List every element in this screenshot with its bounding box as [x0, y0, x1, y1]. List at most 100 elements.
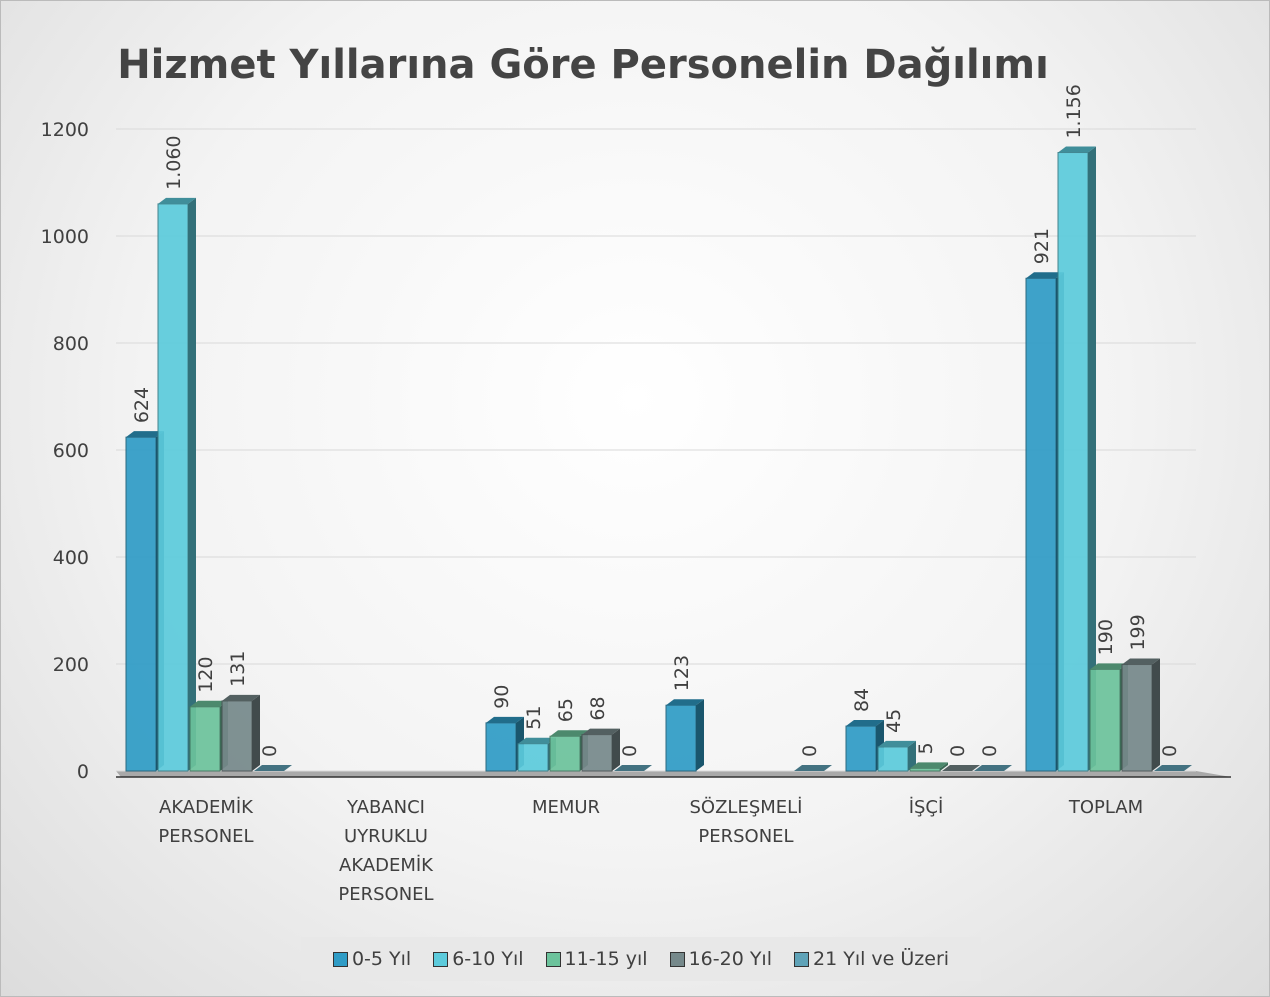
x-tick-label: SÖZLEŞMELİ PERSONEL [689, 797, 803, 847]
bar-top [222, 694, 260, 701]
legend-swatch [433, 951, 449, 967]
legend-label: 16-20 Yıl [688, 948, 772, 970]
bar [485, 722, 517, 772]
data-label: 45 [883, 709, 905, 733]
bar [581, 734, 613, 772]
bar-top [1122, 658, 1160, 665]
bar-top [1026, 272, 1064, 279]
bar-top [878, 740, 916, 747]
data-label: 921 [1031, 228, 1053, 264]
y-tick-label: 1200 [41, 119, 89, 141]
chart-title: Hizmet Yıllarına Göre Personelin Dağılım… [117, 42, 1049, 88]
data-label: 0 [799, 745, 821, 757]
legend-label: 6-10 Yıl [452, 948, 524, 970]
bar-top [614, 765, 652, 771]
y-tick-label: 1000 [41, 226, 89, 248]
data-label: 123 [671, 655, 693, 691]
data-label: 624 [131, 387, 153, 423]
bar-top [126, 431, 164, 438]
bar-top [518, 737, 556, 744]
bar [1025, 277, 1057, 772]
data-label: 51 [523, 706, 545, 730]
bar-top [974, 765, 1012, 771]
bar-side [188, 197, 196, 771]
data-label: 68 [587, 696, 609, 720]
data-label: 131 [227, 651, 249, 687]
data-label: 0 [947, 745, 969, 757]
bar-side [908, 740, 916, 771]
bar [189, 706, 221, 772]
x-tick-label: TOPLAM [1068, 797, 1144, 818]
data-label: 0 [979, 745, 1001, 757]
x-tick-label: AKADEMİK PERSONEL [158, 797, 254, 847]
bar [845, 725, 877, 772]
data-label: 65 [555, 698, 577, 722]
bar-top [582, 728, 620, 735]
y-tick-label: 0 [77, 761, 89, 783]
bar-top [1090, 663, 1128, 670]
data-label: 90 [491, 685, 513, 709]
y-tick-label: 600 [53, 440, 89, 462]
bar-top [550, 730, 588, 737]
data-label: 190 [1095, 619, 1117, 655]
floor [116, 771, 1231, 777]
bar-side [940, 762, 948, 771]
data-label: 1.060 [163, 135, 185, 189]
bar [221, 700, 253, 772]
bar-top [486, 716, 524, 723]
data-label: 120 [195, 657, 217, 693]
data-label: 0 [619, 745, 641, 757]
bar-top [1154, 765, 1192, 771]
legend-item: 16-20 Yıl [669, 948, 772, 970]
legend-label: 11-15 yıl [564, 948, 648, 970]
bar-side [1088, 146, 1096, 772]
legend-item: 6-10 Yıl [433, 948, 524, 970]
legend-item: 0-5 Yıl [332, 948, 412, 970]
x-tick-label: İŞÇİ [908, 797, 944, 818]
bar [1057, 152, 1089, 772]
x-tick-label: YABANCI UYRUKLU AKADEMİK PERSONEL [338, 797, 434, 905]
y-tick-label: 400 [53, 547, 89, 569]
bar [877, 746, 909, 772]
y-tick-label: 200 [53, 654, 89, 676]
bar [549, 735, 581, 772]
y-tick-label: 800 [53, 333, 89, 355]
bar [909, 767, 941, 772]
bar [517, 743, 549, 772]
legend-swatch [332, 951, 348, 967]
bar-top [190, 700, 228, 707]
bar-side [696, 699, 704, 771]
data-label: 0 [259, 745, 281, 757]
bar [1089, 668, 1121, 772]
x-tick-label: MEMUR [531, 797, 601, 818]
bar-top [794, 765, 832, 771]
bar-top [158, 197, 196, 204]
legend-label: 21 Yıl ve Üzeri [813, 948, 950, 970]
legend-swatch [669, 951, 685, 967]
bar-side [612, 728, 620, 771]
bar-top [910, 762, 948, 769]
legend: 0-5 Yıl 6-10 Yıl 11-15 yıl 16-20 Yıl 21 Yıl … [301, 937, 981, 981]
legend-item: 21 Yıl ve Üzeri [794, 948, 949, 970]
data-label: 1.156 [1063, 84, 1085, 138]
bar-top [942, 765, 980, 771]
bar [157, 203, 189, 772]
bar-top [666, 699, 704, 706]
bar-top [1058, 146, 1096, 153]
bar-top [846, 720, 884, 727]
bar [665, 704, 697, 772]
bar [1121, 664, 1153, 772]
bar-side [252, 694, 260, 771]
bar-top [254, 765, 292, 771]
bar [125, 436, 157, 772]
legend-label: 0-5 Yıl [351, 948, 412, 970]
legend-swatch [794, 951, 809, 967]
legend-swatch [545, 951, 561, 967]
data-label: 5 [915, 742, 937, 754]
bar-side [1152, 658, 1160, 771]
legend-item: 11-15 yıl [545, 948, 648, 970]
data-label: 0 [1159, 745, 1181, 757]
data-label: 199 [1127, 614, 1149, 650]
